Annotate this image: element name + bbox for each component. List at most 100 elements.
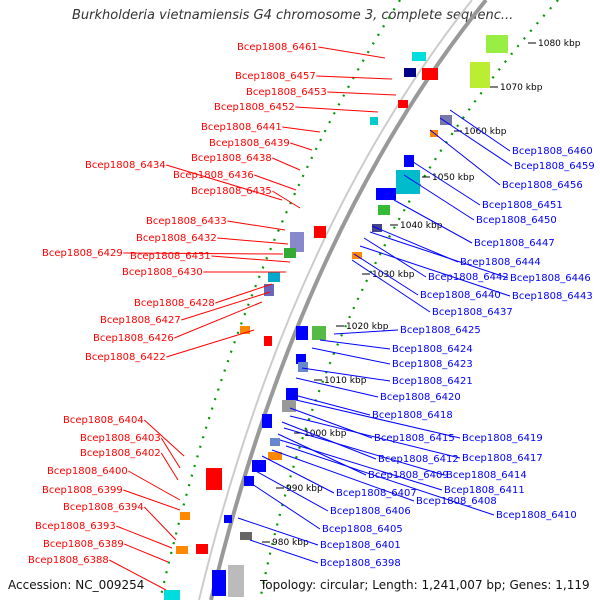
gene-label-bcep1808-6417: Bcep1808_6417 bbox=[462, 453, 543, 464]
right-leader-23 bbox=[283, 427, 445, 476]
left-leader-8 bbox=[254, 174, 297, 191]
left-leader-20 bbox=[160, 437, 181, 469]
left-leader-24 bbox=[143, 506, 177, 541]
gene-label-bcep1808-6394: Bcep1808_6394 bbox=[63, 502, 144, 513]
right-leader-11 bbox=[351, 259, 431, 313]
tick-label-6: 1020 kbp bbox=[346, 322, 389, 332]
map-title: Burkholderia vietnamiensis G4 chromosome… bbox=[72, 8, 514, 23]
tick-label-1: 1070 kbp bbox=[500, 83, 543, 93]
gene-label-bcep1808-6453: Bcep1808_6453 bbox=[246, 87, 327, 98]
gene-label-bcep1808-6424: Bcep1808_6424 bbox=[392, 344, 473, 355]
left-leader-23 bbox=[123, 489, 181, 511]
gene-label-bcep1808-6427: Bcep1808_6427 bbox=[100, 315, 181, 326]
gene-feature-27 bbox=[282, 400, 296, 412]
right-leader-20 bbox=[281, 421, 377, 460]
gene-label-bcep1808-6443: Bcep1808_6443 bbox=[512, 291, 593, 302]
tick-label-9: 990 kbp bbox=[286, 484, 323, 494]
gene-label-bcep1808-6411: Bcep1808_6411 bbox=[444, 485, 525, 496]
gene-feature-10 bbox=[396, 170, 420, 194]
gene-feature-36 bbox=[176, 546, 188, 554]
tick-label-7: 1010 kbp bbox=[324, 376, 367, 386]
gene-label-bcep1808-6415: Bcep1808_6415 bbox=[374, 433, 455, 444]
gene-label-bcep1808-6402: Bcep1808_6402 bbox=[80, 448, 161, 459]
gene-label-bcep1808-6433: Bcep1808_6433 bbox=[146, 216, 227, 227]
gene-label-bcep1808-6452: Bcep1808_6452 bbox=[214, 102, 295, 113]
gene-label-bcep1808-6456: Bcep1808_6456 bbox=[502, 180, 583, 191]
gene-feature-18 bbox=[268, 272, 280, 282]
left-label-layer: Bcep1808_6461 Bcep1808_6457 Bcep1808_6453 B… bbox=[28, 42, 397, 591]
gene-label-bcep1808-6461: Bcep1808_6461 bbox=[237, 42, 318, 53]
gene-label-bcep1808-6437: Bcep1808_6437 bbox=[432, 307, 513, 318]
gene-label-bcep1808-6434: Bcep1808_6434 bbox=[85, 160, 166, 171]
right-leader-0 bbox=[449, 109, 511, 152]
gene-feature-17 bbox=[314, 226, 326, 238]
left-leader-4 bbox=[282, 126, 321, 133]
gene-label-bcep1808-6438: Bcep1808_6438 bbox=[191, 153, 272, 164]
gene-label-bcep1808-6422: Bcep1808_6422 bbox=[85, 352, 166, 363]
right-leader-12 bbox=[333, 329, 399, 335]
gene-feature-23 bbox=[312, 326, 326, 340]
gene-label-bcep1808-6426: Bcep1808_6426 bbox=[93, 333, 174, 344]
gene-feature-33 bbox=[206, 468, 222, 490]
tick-label-2: 1060 kbp bbox=[464, 127, 507, 137]
gene-label-bcep1808-6450: Bcep1808_6450 bbox=[476, 215, 557, 226]
left-leader-9 bbox=[272, 190, 301, 209]
left-leader-18 bbox=[166, 329, 255, 358]
gene-label-bcep1808-6432: Bcep1808_6432 bbox=[136, 233, 217, 244]
gene-label-bcep1808-6439: Bcep1808_6439 bbox=[209, 138, 290, 149]
gene-label-bcep1808-6409: Bcep1808_6409 bbox=[368, 470, 449, 481]
gene-feature-29 bbox=[270, 438, 280, 446]
right-leader-10 bbox=[359, 245, 511, 297]
gene-feature-12 bbox=[378, 205, 390, 215]
left-leader-13 bbox=[211, 255, 291, 263]
gene-label-bcep1808-6400: Bcep1808_6400 bbox=[47, 466, 128, 477]
right-leader-30 bbox=[237, 517, 319, 546]
gene-label-bcep1808-6401: Bcep1808_6401 bbox=[320, 540, 401, 551]
tick-label-5: 1030 kbp bbox=[372, 270, 415, 280]
gene-label-bcep1808-6414: Bcep1808_6414 bbox=[446, 470, 527, 481]
right-leader-15 bbox=[301, 367, 391, 382]
gene-feature-16 bbox=[284, 248, 296, 258]
gene-label-bcep1808-6389: Bcep1808_6389 bbox=[43, 539, 124, 550]
right-leader-6 bbox=[371, 225, 459, 263]
gene-feature-38 bbox=[240, 532, 252, 540]
gene-feature-31 bbox=[252, 460, 266, 472]
left-leader-16 bbox=[181, 291, 271, 321]
gene-feature-5 bbox=[398, 100, 408, 108]
gene-label-bcep1808-6405: Bcep1808_6405 bbox=[322, 524, 403, 535]
right-leader-16 bbox=[295, 377, 379, 398]
left-leader-1 bbox=[316, 75, 393, 80]
gene-feature-26 bbox=[286, 388, 298, 400]
tick-label-layer: 1080 kbp 1070 kbp 1060 kbp 1050 kbp 1040 kbp… bbox=[262, 39, 581, 548]
gene-feature-19 bbox=[264, 284, 274, 296]
right-leader-3 bbox=[409, 159, 481, 206]
left-leader-27 bbox=[109, 559, 167, 591]
right-leader-13 bbox=[319, 339, 391, 350]
left-leader-22 bbox=[128, 470, 181, 501]
gene-label-bcep1808-6451: Bcep1808_6451 bbox=[482, 200, 563, 211]
gene-feature-3 bbox=[404, 68, 416, 77]
gene-label-bcep1808-6412: Bcep1808_6412 bbox=[378, 454, 459, 465]
gene-feature-7 bbox=[440, 115, 452, 125]
tick-label-8: 1000 kbp bbox=[304, 429, 347, 439]
gene-feature-30 bbox=[268, 452, 282, 460]
right-leader-22 bbox=[277, 433, 367, 476]
gene-feature-11 bbox=[376, 188, 396, 200]
right-leader-29 bbox=[251, 483, 321, 530]
tick-label-0: 1080 kbp bbox=[538, 39, 581, 49]
gene-label-bcep1808-6459: Bcep1808_6459 bbox=[514, 161, 595, 172]
gene-label-bcep1808-6425: Bcep1808_6425 bbox=[400, 325, 481, 336]
gene-feature-39 bbox=[228, 565, 244, 597]
left-leader-3 bbox=[295, 106, 379, 113]
left-leader-0 bbox=[318, 46, 386, 59]
right-leader-14 bbox=[311, 347, 391, 365]
left-leader-2 bbox=[327, 91, 397, 96]
gene-feature-28 bbox=[262, 414, 272, 428]
right-leader-25 bbox=[261, 455, 335, 494]
left-leader-17 bbox=[174, 301, 263, 339]
right-label-layer: Bcep1808_6460 Bcep1808_6459 Bcep1808_6456 B… bbox=[237, 109, 595, 569]
gene-label-bcep1808-6420: Bcep1808_6420 bbox=[380, 392, 461, 403]
gene-label-bcep1808-6408: Bcep1808_6408 bbox=[416, 496, 497, 507]
gene-label-bcep1808-6388: Bcep1808_6388 bbox=[28, 555, 109, 566]
